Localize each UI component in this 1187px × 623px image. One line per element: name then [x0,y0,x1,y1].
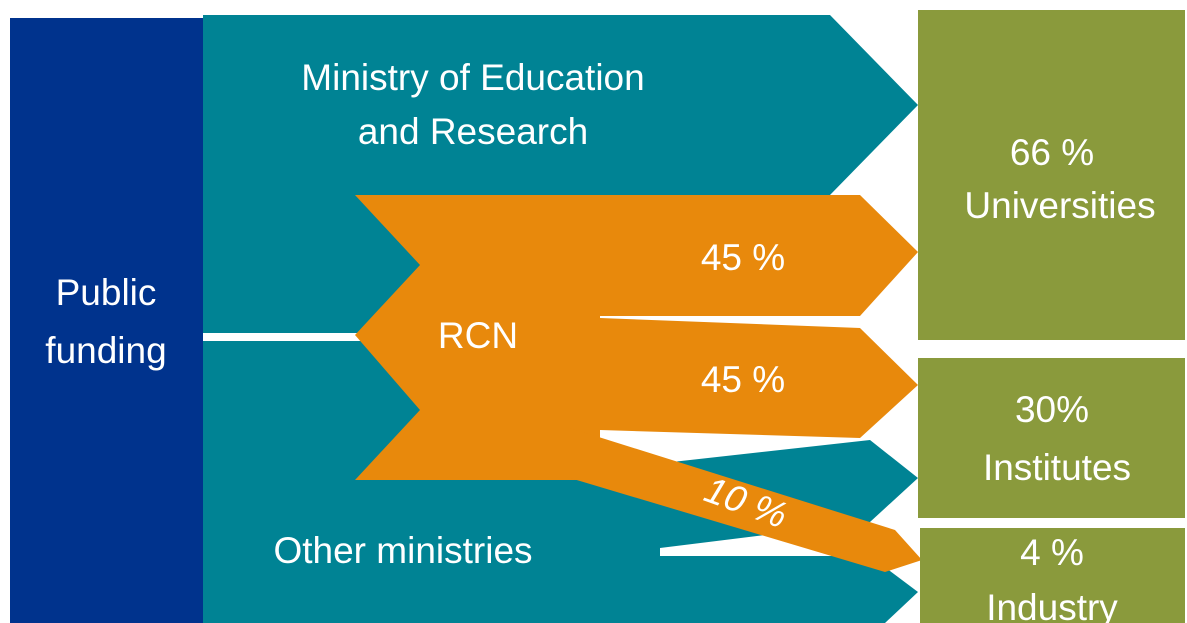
flow-label: 45 % [701,237,785,278]
ministry-education-arrow [203,15,918,333]
public-funding-box [10,18,203,623]
other-ministries-arrow [203,341,918,623]
universities-box [918,10,1185,340]
ministry-label: Other ministries [273,530,532,571]
recipient-share: 30% [1015,389,1089,430]
recipient-share: 4 % [1020,532,1084,573]
rcn-body [355,195,600,480]
recipient-name: Industry [986,587,1118,623]
source-label: funding [45,330,166,371]
rcn-label: RCN [438,315,518,356]
recipient-share: 66 % [1010,132,1094,173]
recipient-name: Universities [964,185,1155,226]
ministry-label: Ministry of Education [301,57,644,98]
rcn-flow-arrow [570,428,922,572]
rcn-flow-arrow [600,318,918,438]
source-label: Public [56,272,157,313]
recipient-name: Institutes [983,447,1131,488]
industry-box [920,528,1185,623]
rcn-flow-arrow [580,195,918,316]
institutes-box [918,358,1185,518]
ministry-label: and Research [358,111,588,152]
flow-label: 45 % [701,359,785,400]
